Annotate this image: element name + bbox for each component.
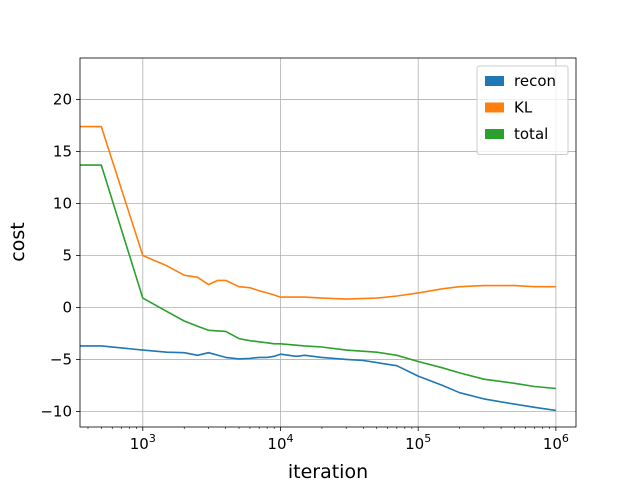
y-tick-label: 0: [62, 298, 72, 316]
legend-label-total: total: [514, 125, 548, 143]
x-axis-title: iteration: [288, 461, 368, 480]
y-gridlines: [80, 99, 576, 412]
legend-swatch-kl: [485, 102, 504, 113]
legend-swatch-total: [485, 129, 504, 139]
y-tick-label: 20: [53, 91, 72, 109]
series-line-recon: [80, 345, 557, 412]
y-tick-label: 10: [53, 195, 72, 213]
legend-label-recon: recon: [514, 72, 556, 90]
series-layer: [80, 125, 557, 412]
x-tick-label: 105: [405, 432, 431, 453]
legend: recon KL total: [476, 65, 569, 155]
x-tick-label: 106: [543, 432, 569, 453]
series-line-total: [80, 164, 556, 390]
y-axis-title: cost: [7, 222, 29, 261]
x-tick-label: 103: [130, 432, 156, 453]
y-tick-label: 15: [53, 143, 72, 161]
y-tick-label: −5: [50, 350, 72, 368]
y-tick-label: −10: [40, 402, 72, 420]
x-tick-label: 104: [267, 432, 293, 453]
series-line-kl: [80, 125, 556, 300]
plot-frame: [79, 57, 577, 428]
y-tick-label: 5: [62, 246, 72, 264]
legend-label-kl: KL: [514, 99, 533, 117]
x-axis-ticks: 103 104 105 106: [87, 427, 569, 453]
legend-swatch-recon: [485, 76, 504, 86]
y-axis-ticks: −10 −5 0 5 10 15 20: [40, 91, 80, 420]
